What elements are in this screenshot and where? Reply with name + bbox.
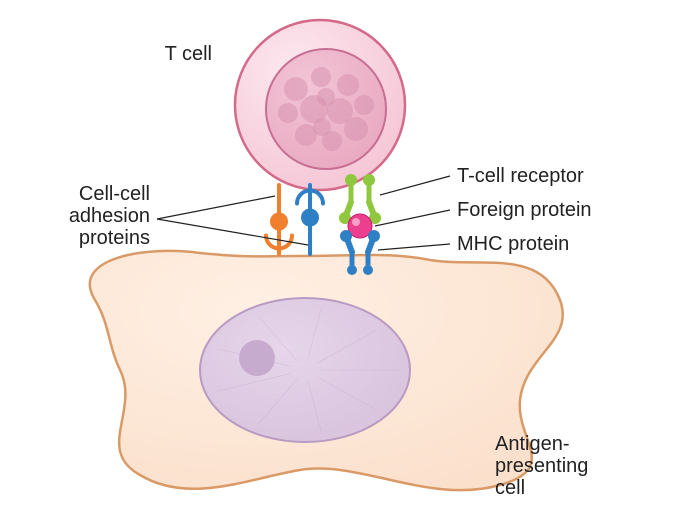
mhc-icon	[347, 265, 357, 275]
label-t-cell: T cell	[165, 43, 212, 65]
label-adhesion-1: Cell-cell	[79, 183, 150, 205]
leader-line	[378, 244, 450, 250]
adhesion-ball	[301, 209, 319, 227]
label-adhesion-3: proteins	[79, 227, 150, 249]
adhesion-ball	[270, 213, 288, 231]
label-tcr: T-cell receptor	[457, 165, 584, 187]
label-adhesion-2: adhesion	[69, 205, 150, 227]
label-apc-1: Antigen-	[495, 433, 570, 455]
label-mhc: MHC protein	[457, 233, 569, 255]
apc-nucleolus	[239, 340, 275, 376]
leader-line	[157, 196, 275, 219]
label-apc-2: presenting	[495, 455, 588, 477]
leader-line	[380, 176, 450, 195]
label-apc-3: cell	[495, 477, 525, 499]
leader-line	[375, 210, 450, 226]
label-foreign: Foreign protein	[457, 199, 592, 221]
